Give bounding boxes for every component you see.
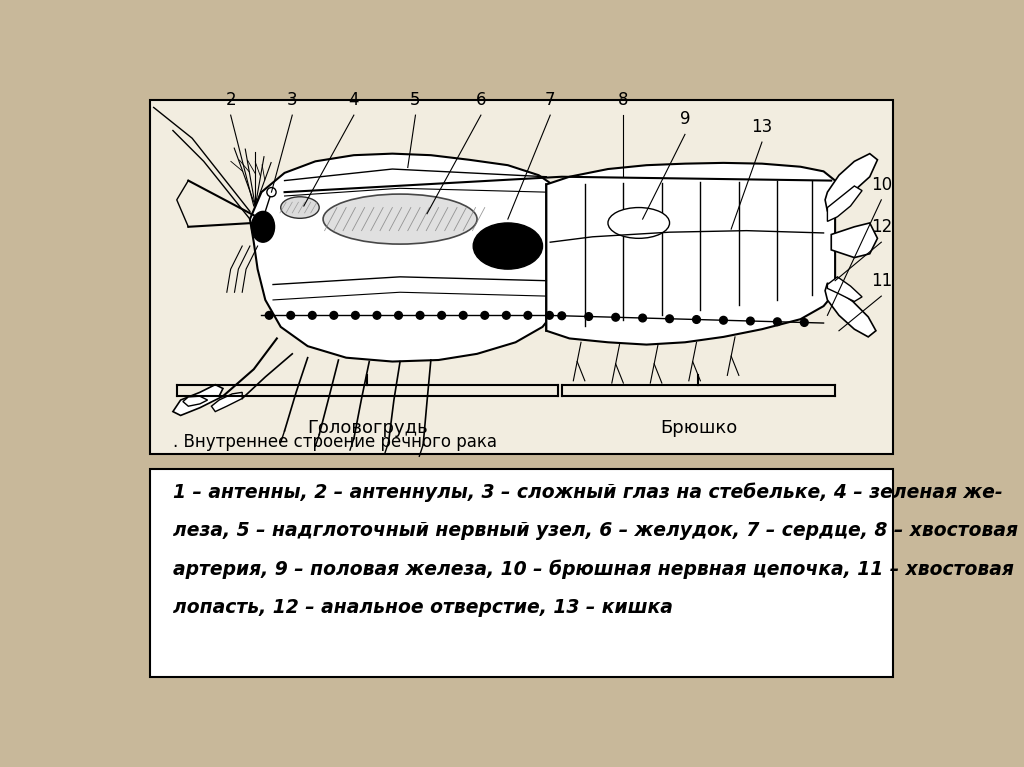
Text: 5: 5 [411,91,421,109]
Circle shape [438,311,445,319]
Circle shape [308,311,316,319]
Text: 7: 7 [545,91,555,109]
Text: лопасть, 12 – анальное отверстие, 13 – кишка: лопасть, 12 – анальное отверстие, 13 – к… [173,598,673,617]
Circle shape [773,318,781,326]
Circle shape [666,315,674,323]
Circle shape [265,311,273,319]
Text: 3: 3 [287,91,298,109]
Polygon shape [183,397,208,407]
Circle shape [692,316,700,324]
Text: 1 – антенны, 2 – антеннулы, 3 – сложный глаз на стебельке, 4 – зеленая же-: 1 – антенны, 2 – антеннулы, 3 – сложный … [173,482,1002,502]
Circle shape [611,314,620,321]
Circle shape [558,312,565,320]
Text: Брюшко: Брюшко [659,420,737,437]
Polygon shape [827,277,862,301]
Text: артерия, 9 – половая железа, 10 – брюшная нервная цепочка, 11 – хвостовая: артерия, 9 – половая железа, 10 – брюшна… [173,560,1014,579]
Circle shape [373,311,381,319]
Polygon shape [211,393,243,412]
Circle shape [287,311,295,319]
Text: 4: 4 [348,91,359,109]
Circle shape [746,318,755,325]
Circle shape [801,318,808,326]
Text: 12: 12 [870,218,892,236]
Text: 6: 6 [476,91,486,109]
Polygon shape [831,223,878,258]
Circle shape [720,317,727,324]
Bar [150,100,893,454]
Text: 9: 9 [680,110,690,128]
Circle shape [330,311,338,319]
Polygon shape [825,153,878,212]
Text: Головогрудь: Головогрудь [307,420,428,437]
Text: 13: 13 [752,118,772,136]
Ellipse shape [608,208,670,239]
Bar [150,469,893,677]
Circle shape [503,311,510,319]
Text: леза, 5 – надглоточный нервный узел, 6 – желудок, 7 – сердце, 8 – хвостовая: леза, 5 – надглоточный нервный узел, 6 –… [173,522,1018,541]
Ellipse shape [252,212,274,242]
Ellipse shape [323,194,477,244]
Circle shape [267,187,276,197]
Circle shape [460,311,467,319]
Text: 8: 8 [618,91,629,109]
Circle shape [351,311,359,319]
Polygon shape [825,283,876,337]
Polygon shape [250,153,565,361]
Circle shape [416,311,424,319]
Circle shape [585,313,593,321]
Text: 10: 10 [870,176,892,194]
Text: 11: 11 [870,272,892,290]
Circle shape [546,311,553,319]
Circle shape [481,311,488,319]
Polygon shape [827,186,862,222]
Circle shape [524,311,531,319]
Text: 2: 2 [225,91,236,109]
Polygon shape [173,384,223,416]
Polygon shape [547,163,836,344]
Ellipse shape [473,223,543,269]
Circle shape [394,311,402,319]
Ellipse shape [281,197,319,219]
Text: . Внутреннее строение речного рака: . Внутреннее строение речного рака [173,433,497,452]
Circle shape [639,314,646,322]
